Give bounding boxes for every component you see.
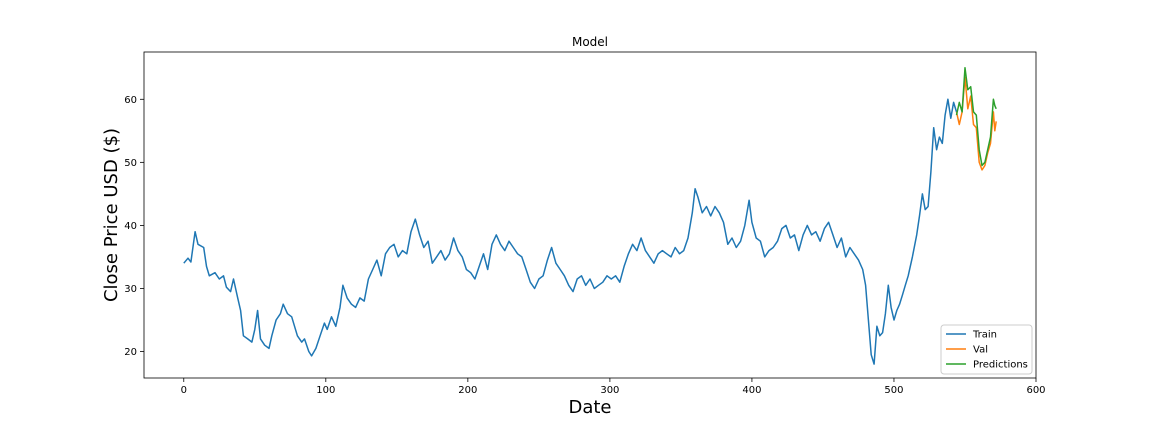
series-line-train xyxy=(183,98,958,365)
plot-area: 0 100 200 300 400 500 600 20 30 40 50 60 xyxy=(124,51,1046,396)
series-line-predictions xyxy=(955,67,997,167)
y-tick-label: 60 xyxy=(124,95,137,106)
y-tick-label: 20 xyxy=(124,347,137,358)
legend-box xyxy=(940,324,1033,375)
x-axis-label: Date xyxy=(568,397,611,418)
x-tick-label: 400 xyxy=(742,385,761,396)
x-tick-label: 200 xyxy=(458,385,477,396)
legend: Train Val Predictions xyxy=(940,324,1033,375)
x-tick-label: 100 xyxy=(316,385,335,396)
y-tick-label: 50 xyxy=(124,158,137,169)
legend-label-train: Train xyxy=(972,330,997,341)
x-tick-label: 300 xyxy=(600,385,619,396)
axes-frame xyxy=(143,51,1037,379)
legend-label-val: Val xyxy=(973,345,988,356)
x-tick-label: 600 xyxy=(1026,385,1045,396)
x-tick-label: 0 xyxy=(181,385,187,396)
y-tick-label: 40 xyxy=(124,221,137,232)
x-tick-label: 500 xyxy=(884,385,903,396)
y-tick-label: 30 xyxy=(124,284,137,295)
legend-label-predictions: Predictions xyxy=(973,360,1028,371)
chart-title: Model xyxy=(572,35,608,49)
y-axis-label: Close Price USD ($) xyxy=(101,128,122,302)
